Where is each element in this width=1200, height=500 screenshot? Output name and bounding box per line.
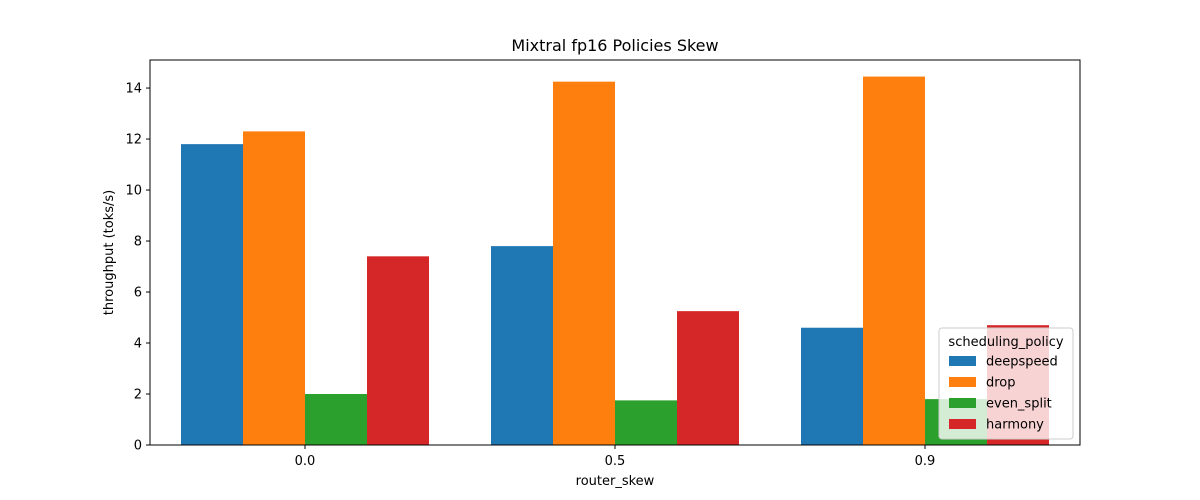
y-tick-label: 4 bbox=[134, 337, 142, 352]
legend-swatch-deepspeed bbox=[949, 356, 976, 366]
legend-label-drop: drop bbox=[986, 376, 1016, 391]
x-tick-label: 0.0 bbox=[295, 454, 316, 469]
legend-swatch-drop bbox=[949, 377, 976, 387]
y-tick-label: 8 bbox=[134, 235, 142, 250]
x-axis-label: router_skew bbox=[576, 474, 655, 489]
y-tick-label: 2 bbox=[134, 388, 142, 403]
bar-drop-0.0 bbox=[243, 131, 305, 445]
bar-deepspeed-0.9 bbox=[801, 327, 863, 445]
y-tick-label: 12 bbox=[125, 133, 142, 148]
bar-harmony-0.5 bbox=[677, 311, 739, 445]
legend-swatch-even_split bbox=[949, 398, 976, 408]
bar-even_split-0.0 bbox=[305, 394, 367, 445]
chart-title: Mixtral fp16 Policies Skew bbox=[511, 36, 718, 55]
legend: scheduling_policy deepspeed drop even_spli… bbox=[938, 327, 1074, 440]
y-tick-label: 10 bbox=[125, 184, 142, 199]
x-tick-label: 0.5 bbox=[605, 454, 626, 469]
legend-title: scheduling_policy bbox=[948, 335, 1063, 350]
legend-swatch-harmony bbox=[949, 419, 976, 429]
x-tick-label: 0.9 bbox=[915, 454, 936, 469]
bar-deepspeed-0.5 bbox=[491, 246, 553, 445]
legend-label-deepspeed: deepspeed bbox=[986, 355, 1058, 370]
legend-label-harmony: harmony bbox=[986, 418, 1044, 433]
x-axis-ticks: 0.0 0.5 0.9 bbox=[295, 445, 936, 469]
legend-box bbox=[938, 327, 1074, 440]
y-axis-ticks: 0 2 4 6 8 10 12 14 bbox=[125, 82, 150, 454]
bar-drop-0.9 bbox=[863, 76, 925, 445]
y-tick-label: 6 bbox=[134, 286, 142, 301]
bar-even_split-0.5 bbox=[615, 400, 677, 445]
bar-harmony-0.0 bbox=[367, 256, 429, 445]
bar-deepspeed-0.0 bbox=[181, 144, 243, 445]
y-tick-label: 14 bbox=[125, 82, 142, 97]
y-axis-label: throughput (toks/s) bbox=[102, 190, 117, 315]
y-tick-label: 0 bbox=[134, 439, 142, 454]
legend-label-even_split: even_split bbox=[986, 397, 1052, 412]
bar-drop-0.5 bbox=[553, 81, 615, 446]
